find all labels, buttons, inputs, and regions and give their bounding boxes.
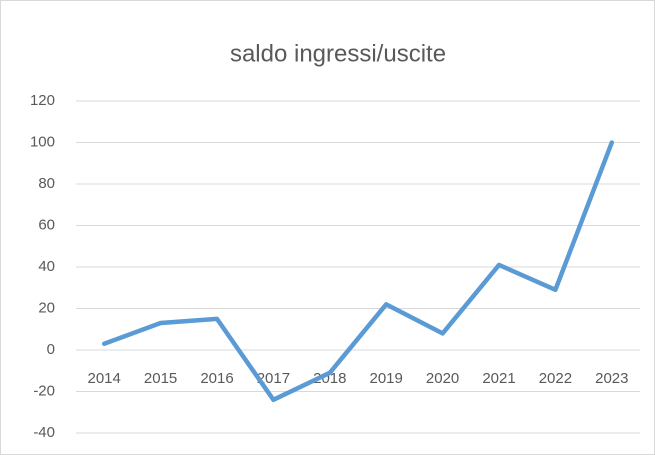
- y-tick-label: 40: [38, 258, 55, 275]
- x-tick-label: 2022: [539, 370, 572, 387]
- y-tick-label: -40: [33, 424, 55, 441]
- y-tick-label: -20: [33, 382, 55, 399]
- y-tick-label: 20: [38, 299, 55, 316]
- x-tick-label: 2020: [426, 370, 459, 387]
- y-tick-label: 60: [38, 216, 55, 233]
- y-tick-label: 0: [47, 341, 55, 358]
- y-tick-label: 100: [30, 133, 55, 150]
- y-tick-label: 120: [30, 92, 55, 109]
- x-tick-label: 2019: [370, 370, 403, 387]
- data-line: [101, 140, 615, 403]
- x-tick-label: 2015: [144, 370, 177, 387]
- x-tick-label: 2021: [482, 370, 515, 387]
- y-tick-label: 80: [38, 175, 55, 192]
- x-tick-label: 2016: [200, 370, 233, 387]
- x-tick-label: 2014: [88, 370, 121, 387]
- x-tick-label: 2017: [257, 370, 290, 387]
- x-tick-label: 2018: [313, 370, 346, 387]
- x-tick-label: 2023: [595, 370, 628, 387]
- chart-title: saldo ingressi/uscite: [230, 40, 446, 67]
